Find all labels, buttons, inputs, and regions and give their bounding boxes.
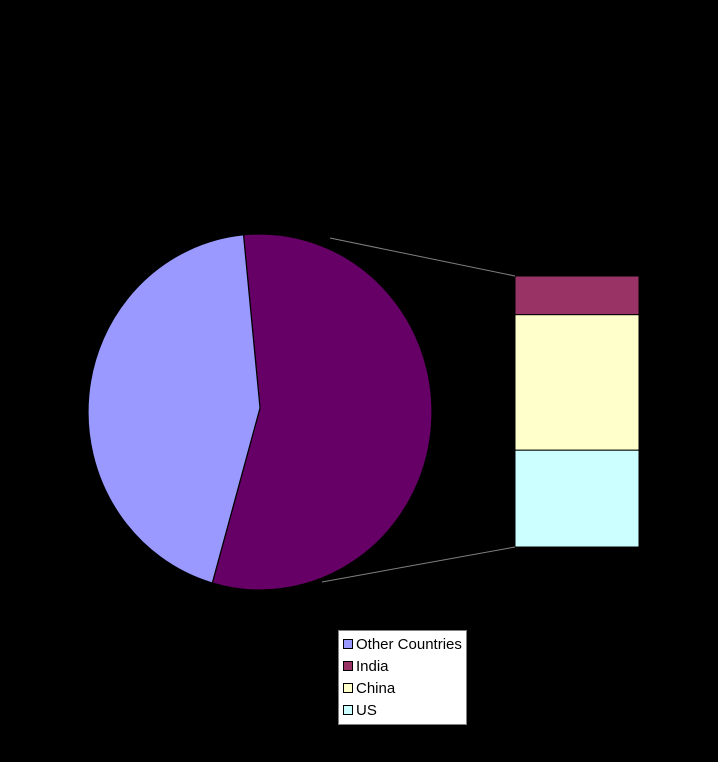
chart-title-text: World Coal Demand: [267, 58, 475, 84]
chart-title: 2003 World Coal Demand: [0, 26, 718, 86]
legend-item-other-countries: Other Countries: [343, 633, 462, 655]
chart-title-year: 2003: [345, 28, 397, 54]
bar-label-us: 20%: [669, 471, 699, 488]
legend-swatch: [343, 661, 353, 671]
bar-segment-china: [514, 314, 640, 451]
legend-item-china: China: [343, 677, 462, 699]
bar-segment-us: [514, 449, 640, 548]
chart-legend: Other Countries India China US: [338, 630, 467, 725]
legend-label: US: [356, 701, 377, 719]
legend-swatch: [343, 639, 353, 649]
legend-item-india: India: [343, 655, 462, 677]
pie-slice-other-countries: [87, 234, 261, 584]
bar-segment-india: [514, 275, 640, 316]
legend-swatch: [343, 683, 353, 693]
pie-slice-rest: [211, 233, 433, 591]
legend-item-us: US: [343, 699, 462, 721]
legend-label: Other Countries: [356, 635, 462, 653]
legend-swatch: [343, 705, 353, 715]
bar-label-india: 8%: [669, 281, 691, 298]
bar-label-china: 28%: [669, 349, 699, 366]
connector-line-top: [329, 237, 516, 277]
pie-label-other-countries: 44%: [48, 403, 78, 420]
legend-label: India: [356, 657, 389, 675]
pie-label-rest: 56%: [440, 403, 470, 420]
connector-line-bottom: [321, 546, 516, 583]
legend-label: China: [356, 679, 396, 697]
